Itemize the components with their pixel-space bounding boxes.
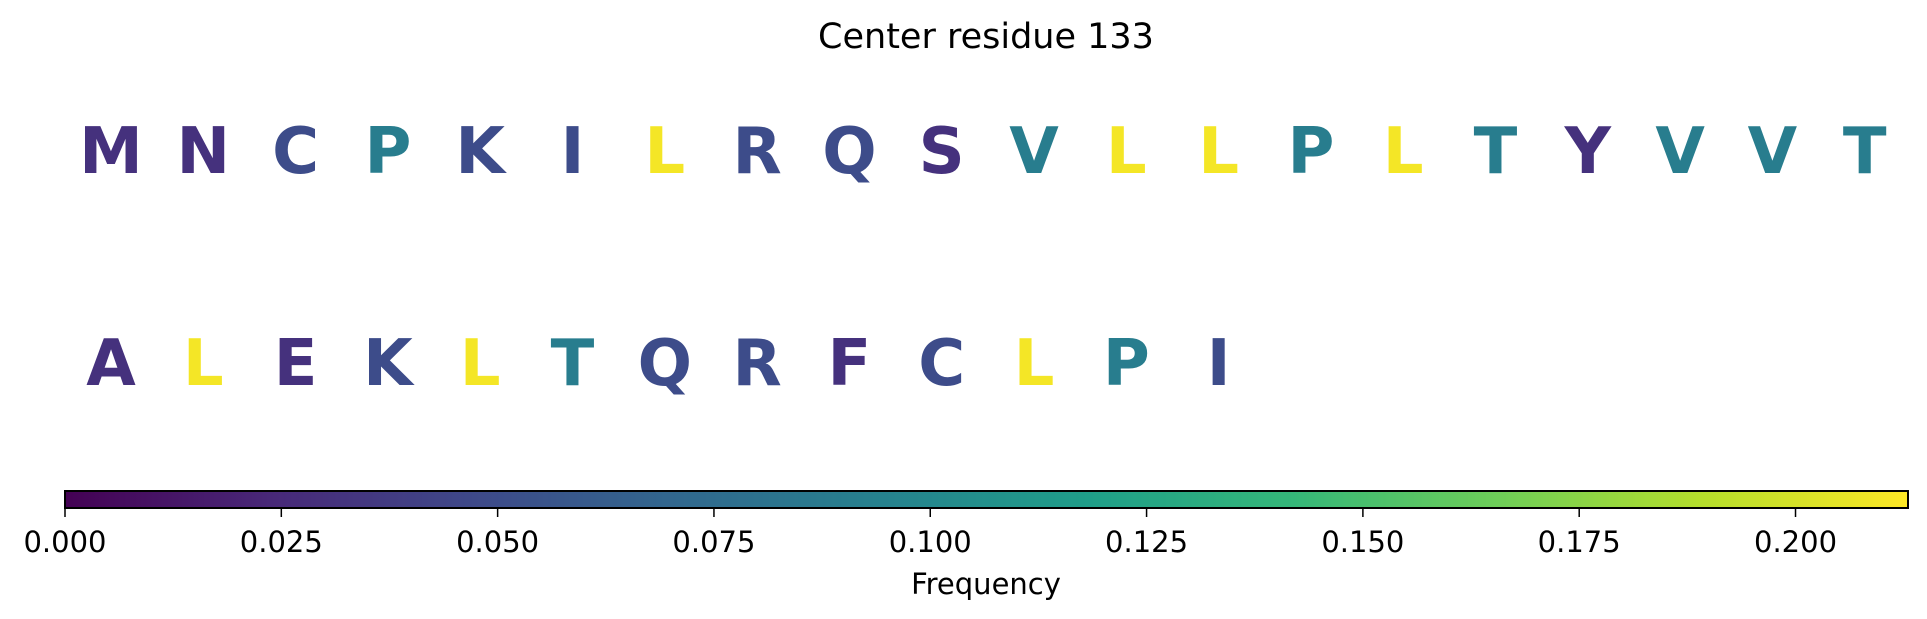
colorbar-tick-label-6: 0.150 [1321,525,1404,559]
residue-letter-22: E [274,327,318,401]
colorbar-tick-label-2: 0.050 [456,525,539,559]
residue-letter-13: P [1287,115,1334,189]
residue-letter-15: T [1474,115,1518,189]
residue-letter-30: L [1014,327,1055,401]
residue-letter-2: C [272,115,319,189]
colorbar: 0.000 0.025 0.050 0.075 0.100 0.125 0.150 0.175… [23,490,1909,559]
residue-letter-21: L [183,327,224,401]
residue-letter-23: K [363,327,415,401]
residue-letter-0: M [79,115,143,189]
colorbar-tick-label-3: 0.075 [672,525,755,559]
residue-letter-27: R [732,327,781,401]
residue-letter-26: Q [638,327,692,401]
residue-letters: M N C P K I L R Q S V L L P L T Y V V TA L E K L T Q R F C L P I [79,115,1887,401]
residue-letter-18: V [1748,115,1798,189]
residue-letter-14: L [1383,115,1424,189]
residue-letter-29: C [918,327,965,401]
residue-letter-11: L [1106,115,1147,189]
residue-letter-10: V [1009,115,1059,189]
chart-title: Center residue 133 [818,17,1154,57]
residue-letter-7: R [732,115,781,189]
colorbar-gradient [65,491,1908,508]
residue-letter-25: T [551,327,595,401]
residue-letter-16: Y [1564,115,1612,189]
residue-letter-12: L [1198,115,1239,189]
colorbar-tick-label-0: 0.000 [23,525,106,559]
colorbar-ticks: 0.000 0.025 0.050 0.075 0.100 0.125 0.150 0.175… [23,508,1837,559]
residue-letter-5: I [561,115,585,189]
colorbar-tick-label-8: 0.200 [1754,525,1837,559]
colorbar-tick-label-7: 0.175 [1538,525,1621,559]
residue-letter-3: P [364,115,411,189]
residue-letter-6: L [644,115,685,189]
residue-letter-32: I [1207,327,1231,401]
residue-letter-17: V [1655,115,1705,189]
residue-letter-1: N [177,115,231,189]
colorbar-tick-label-5: 0.125 [1105,525,1188,559]
colorbar-label: Frequency [911,567,1061,601]
colorbar-tick-label-1: 0.025 [240,525,323,559]
residue-letter-4: K [455,115,507,189]
residue-letter-19: T [1843,115,1887,189]
colorbar-tick-label-4: 0.100 [889,525,972,559]
residue-letter-9: S [919,115,965,189]
residue-letter-8: Q [822,115,876,189]
residue-letter-28: F [828,327,872,401]
residue-letter-24: L [460,327,501,401]
residue-letter-20: A [86,327,136,401]
colorbar-frame [64,490,1909,509]
residue-letter-31: P [1103,327,1150,401]
